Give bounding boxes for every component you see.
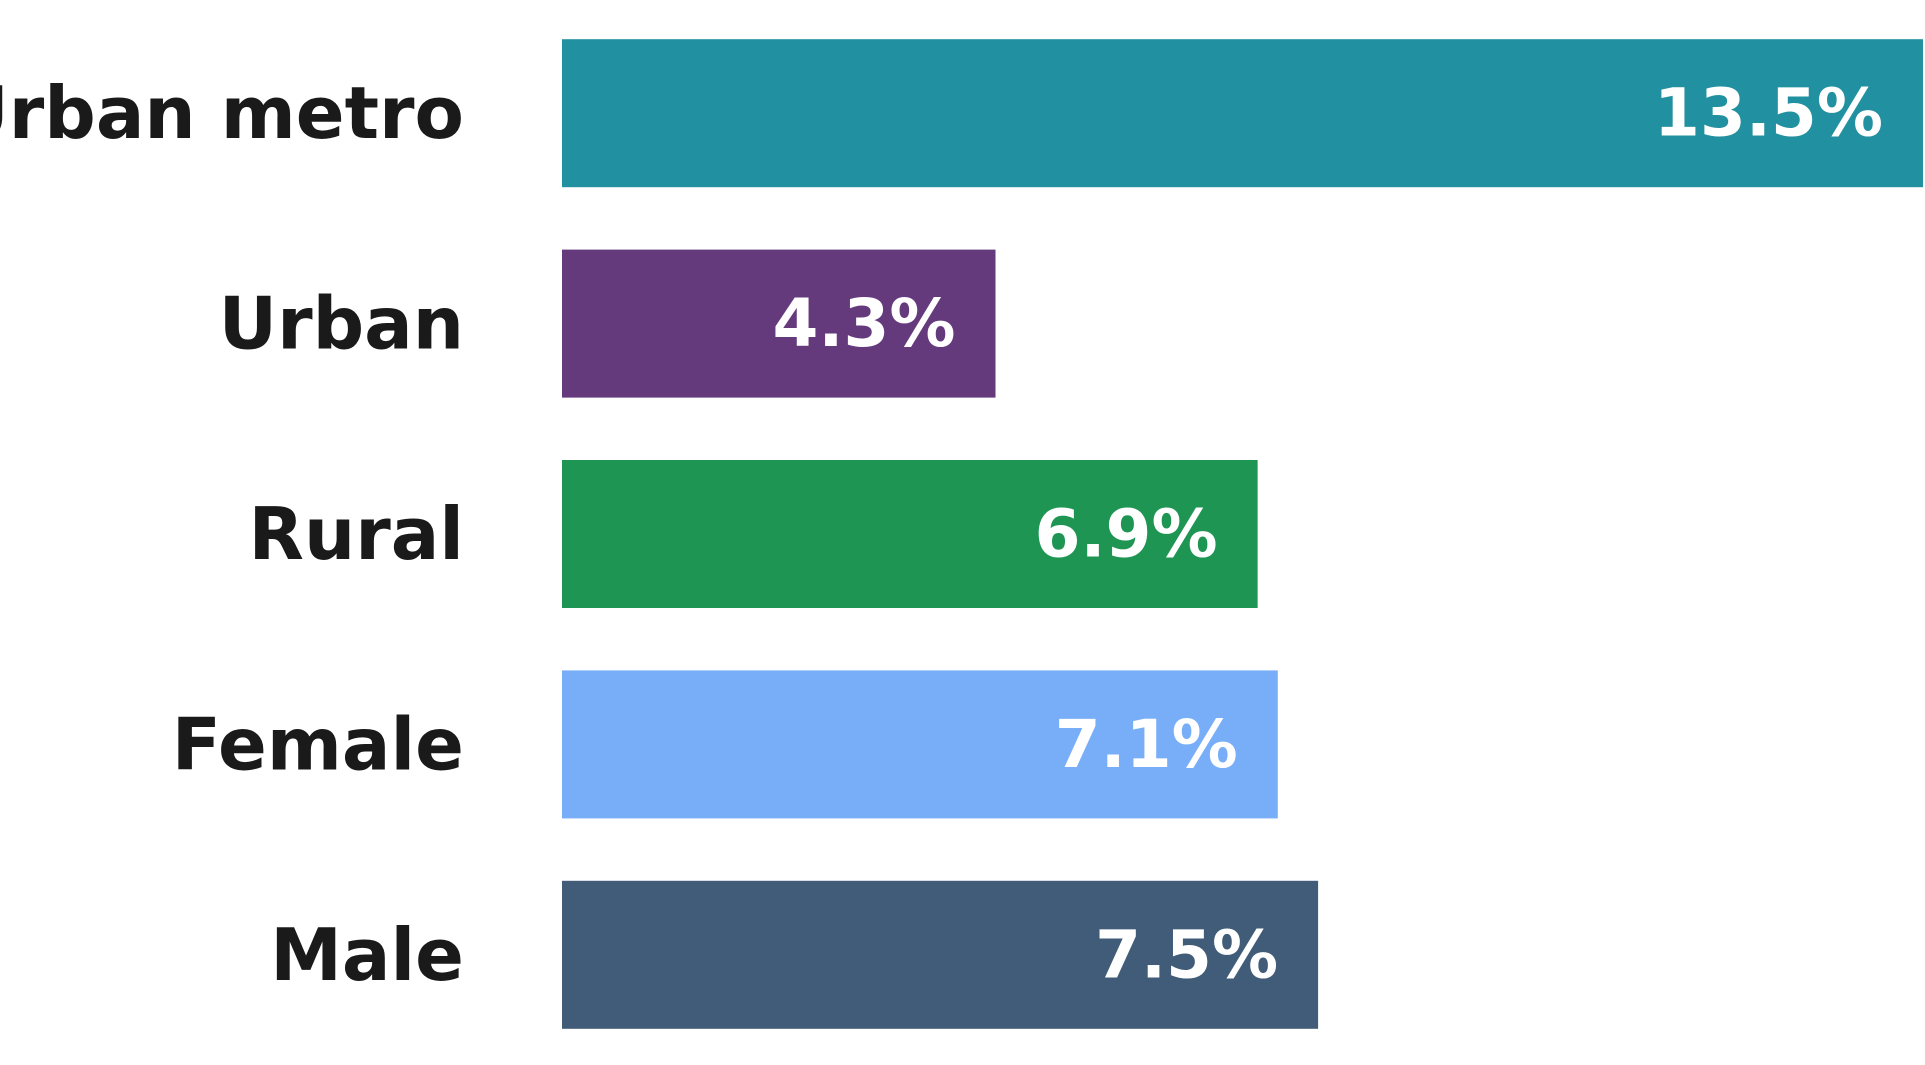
category-label: Rural (249, 492, 464, 576)
value-label: 7.5% (1095, 916, 1278, 993)
category-label: Urban metro (0, 71, 464, 155)
bar (562, 880, 1319, 1029)
value-label: 13.5% (1654, 75, 1883, 152)
category-label: Female (172, 702, 464, 786)
value-label: 6.9% (1035, 496, 1218, 573)
bar (562, 460, 1258, 608)
value-label: 7.1% (1055, 706, 1238, 783)
bar (562, 39, 1923, 188)
bar (562, 670, 1278, 819)
bar (562, 249, 996, 398)
category-label: Male (270, 913, 464, 997)
category-label: Urban (219, 282, 464, 366)
value-label: 4.3% (772, 285, 955, 362)
